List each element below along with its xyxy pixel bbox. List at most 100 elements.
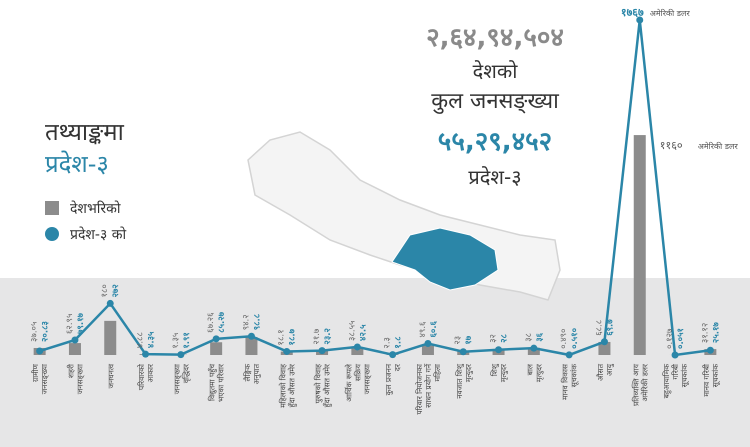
point: [459, 348, 467, 356]
value-label: ४.८८: [136, 332, 146, 348]
x-tick-label: शिशु: [490, 363, 500, 376]
point: [600, 338, 608, 346]
bar: [351, 347, 364, 355]
bar: [68, 343, 81, 355]
value-label: ०.०५१: [676, 328, 686, 349]
x-tick-label: मानव विकास: [561, 363, 570, 400]
x-tick-label: जनसङ्ख्या: [40, 363, 49, 394]
bar: [421, 345, 434, 355]
value-label: ३८.५५: [347, 321, 357, 341]
bar: [104, 320, 117, 355]
point: [283, 347, 291, 355]
point: [177, 351, 185, 359]
x-tick-label: मृत्युदर: [499, 363, 509, 382]
point: [212, 335, 220, 343]
value-label: ९८.८: [252, 313, 262, 330]
value-label: ६०.६: [429, 320, 439, 337]
population-label: देशको: [473, 59, 519, 83]
value-label: ६८.८: [594, 320, 604, 336]
value-label: २५.१७: [711, 322, 721, 343]
x-tick-label: जनघनत्व: [106, 363, 115, 388]
point: [36, 347, 44, 355]
value-label: ३२: [489, 334, 499, 343]
point: [495, 346, 503, 354]
value-label: १७: [464, 335, 474, 344]
value-label: ९४.२: [241, 314, 251, 330]
x-tick-label: कुल प्रजनन: [384, 363, 394, 395]
x-tick-label: महिलाको विवाह: [278, 363, 287, 408]
x-tick-label: जनसङ्ख्या: [362, 363, 371, 394]
x-tick-label: महिला: [433, 363, 442, 381]
value-label: ०.१२७: [665, 328, 675, 349]
value-label: १८.७: [288, 328, 298, 345]
x-tick-label: बहुआयामिक: [662, 364, 672, 399]
value-label: २१.७: [312, 328, 322, 345]
x-tick-label: जनसङ्ख्या: [75, 363, 84, 394]
subtitle: प्रदेश-३: [45, 150, 109, 178]
province-map: [391, 227, 499, 291]
point: [247, 332, 255, 340]
province-name: प्रदेश-३: [468, 165, 521, 189]
x-tick-label: परिवार नियोजनका: [415, 363, 424, 415]
x-tick-label: परिवारको: [137, 363, 146, 390]
x-tick-label: आर्थिक रूपले: [344, 363, 353, 402]
value-label: २०.८३: [41, 321, 51, 342]
line: [39, 19, 711, 357]
value-label: ६२.९५: [65, 314, 75, 334]
point: [318, 347, 326, 355]
x-tick-label: साधन प्रयोग गर्ने: [424, 363, 433, 408]
x-tick-label: औसत: [596, 363, 605, 381]
province-population: ५५,२९,४५२: [438, 127, 552, 157]
unit-label: अमेरिकी डलर: [698, 141, 739, 151]
value-label: ३८: [524, 333, 534, 342]
x-tick-label: प्रतिव्यक्ति आय: [631, 363, 640, 406]
value-label: ११६०: [660, 139, 683, 152]
legend-label: प्रदेश-३ को: [70, 226, 126, 243]
x-tick-label: पुरुषको विवाह: [314, 363, 324, 403]
point: [106, 299, 114, 307]
nepal-map: [247, 131, 561, 301]
x-tick-label: हुँदा औसत उमेर: [323, 363, 333, 407]
value-label: १८.१: [277, 329, 287, 345]
value-label: ०.४९०: [559, 329, 569, 349]
legend-swatch: [45, 201, 59, 215]
point: [142, 350, 150, 358]
legend-label: देशभरिको: [70, 200, 121, 217]
x-tick-label: गरिबी: [671, 363, 680, 380]
value-label: २३: [453, 336, 463, 345]
point: [389, 351, 397, 359]
value-label: ४२.५: [358, 324, 368, 341]
bar: [245, 337, 258, 355]
point: [565, 351, 573, 359]
chart-band: [0, 278, 750, 447]
value-label: १.८: [394, 336, 404, 349]
population-label: कुल जनसङ्ख्या: [431, 89, 559, 114]
value-label: २८: [500, 334, 510, 343]
x-tick-label: लैङ्गिक: [243, 364, 252, 382]
value-label: ४.३५: [147, 331, 157, 348]
value-label: ३६: [535, 332, 545, 341]
x-tick-label: दर: [393, 363, 402, 371]
point: [71, 336, 79, 344]
x-tick-label: जनसङ्ख्या: [172, 363, 181, 394]
unit-label: अमेरिकी डलर: [650, 8, 691, 18]
value-label: १७६७: [621, 6, 644, 19]
title: तथ्याङ्कमा: [45, 118, 125, 146]
x-tick-label: आयु: [605, 363, 615, 376]
value-label: २७२: [111, 284, 121, 297]
x-tick-label: ग्रामीण: [31, 363, 40, 382]
legend-swatch: [45, 227, 59, 241]
value-label: ६९.७: [605, 319, 615, 336]
value-label: २.३: [383, 337, 393, 349]
point: [671, 351, 679, 359]
bar: [598, 341, 611, 355]
x-tick-label: सूचकांक: [570, 364, 580, 388]
x-tick-label: मृत्युदर: [464, 363, 474, 382]
x-tick-label: वृद्धिदर: [181, 363, 191, 383]
value-label: ६७.२६: [206, 312, 216, 333]
x-tick-label: सक्रिय: [353, 363, 362, 381]
value-label: १८०: [100, 284, 110, 297]
x-tick-label: मानव गरिबी: [702, 363, 711, 397]
point: [636, 16, 644, 24]
